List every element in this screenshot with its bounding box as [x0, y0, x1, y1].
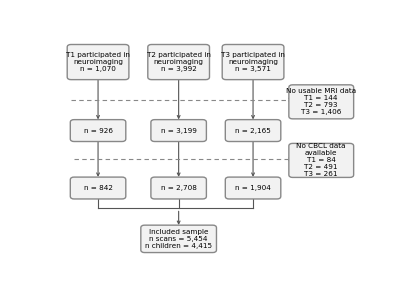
FancyBboxPatch shape	[151, 120, 206, 141]
FancyBboxPatch shape	[225, 177, 281, 199]
Text: n = 2,708: n = 2,708	[161, 185, 196, 191]
Text: n = 1,904: n = 1,904	[235, 185, 271, 191]
Text: n = 2,165: n = 2,165	[235, 127, 271, 133]
FancyBboxPatch shape	[151, 177, 206, 199]
FancyBboxPatch shape	[141, 225, 216, 253]
Text: T2 participated in
neuroimaging
n = 3,992: T2 participated in neuroimaging n = 3,99…	[147, 52, 210, 72]
Text: n = 3,199: n = 3,199	[161, 127, 196, 133]
FancyBboxPatch shape	[225, 120, 281, 141]
FancyBboxPatch shape	[289, 144, 354, 177]
Text: n = 926: n = 926	[84, 127, 112, 133]
FancyBboxPatch shape	[70, 177, 126, 199]
FancyBboxPatch shape	[222, 44, 284, 79]
Text: Included sample
n scans = 5,454
n children = 4,415: Included sample n scans = 5,454 n childr…	[145, 229, 212, 249]
FancyBboxPatch shape	[148, 44, 210, 79]
Text: T1 participated in
neuroimaging
n = 1,070: T1 participated in neuroimaging n = 1,07…	[66, 52, 130, 72]
FancyBboxPatch shape	[70, 120, 126, 141]
Text: No usable MRI data
T1 = 144
T2 = 793
T3 = 1,406: No usable MRI data T1 = 144 T2 = 793 T3 …	[286, 88, 356, 115]
FancyBboxPatch shape	[289, 85, 354, 119]
Text: T3 participated in
neuroimaging
n = 3,571: T3 participated in neuroimaging n = 3,57…	[221, 52, 285, 72]
Text: No CBCL data
available
T1 = 84
T2 = 491
T3 = 261: No CBCL data available T1 = 84 T2 = 491 …	[296, 144, 346, 177]
Text: n = 842: n = 842	[84, 185, 112, 191]
FancyBboxPatch shape	[67, 44, 129, 79]
